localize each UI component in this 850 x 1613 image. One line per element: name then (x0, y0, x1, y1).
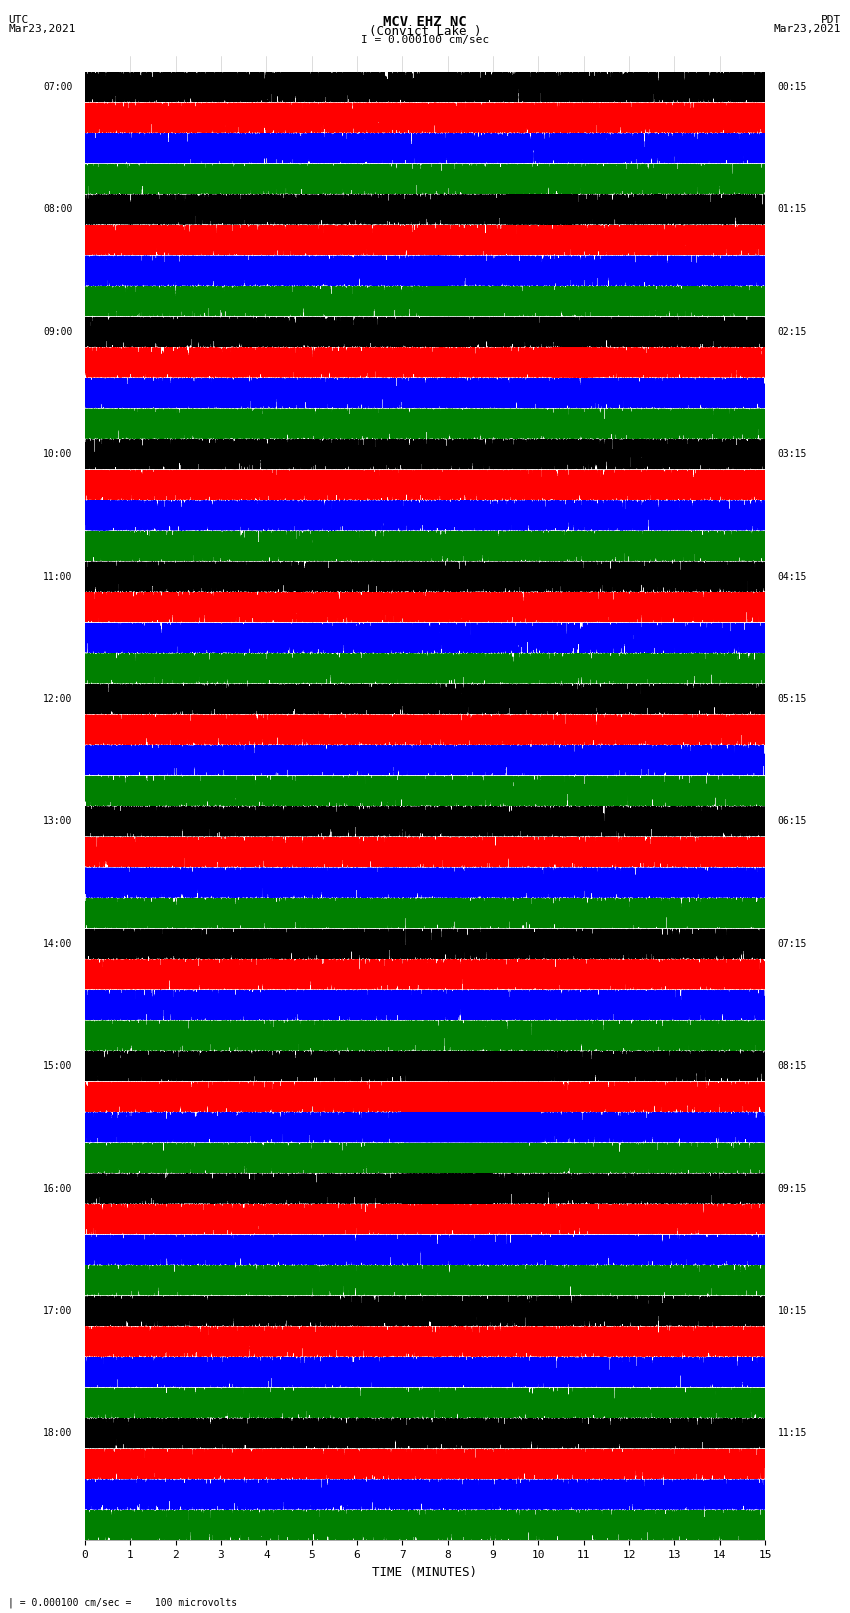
Text: UTC: UTC (8, 16, 29, 26)
Text: 08:15: 08:15 (778, 1061, 807, 1071)
Text: 10:00: 10:00 (43, 448, 72, 460)
Text: 07:00: 07:00 (43, 82, 72, 92)
Text: PDT: PDT (821, 16, 842, 26)
X-axis label: TIME (MINUTES): TIME (MINUTES) (372, 1566, 478, 1579)
Text: 03:15: 03:15 (778, 448, 807, 460)
Text: | = 0.000100 cm/sec =    100 microvolts: | = 0.000100 cm/sec = 100 microvolts (8, 1597, 238, 1608)
Text: 04:15: 04:15 (778, 571, 807, 582)
Text: (Convict Lake ): (Convict Lake ) (369, 24, 481, 39)
Text: Mar23,2021: Mar23,2021 (8, 24, 76, 34)
Text: 16:00: 16:00 (43, 1184, 72, 1194)
Text: MCV EHZ NC: MCV EHZ NC (383, 16, 467, 29)
Text: 15:00: 15:00 (43, 1061, 72, 1071)
Text: 07:15: 07:15 (778, 939, 807, 948)
Text: Mar23,2021: Mar23,2021 (774, 24, 842, 34)
Text: 14:00: 14:00 (43, 939, 72, 948)
Text: 12:00: 12:00 (43, 694, 72, 703)
Text: 06:15: 06:15 (778, 816, 807, 826)
Text: 02:15: 02:15 (778, 327, 807, 337)
Text: 13:00: 13:00 (43, 816, 72, 826)
Text: 09:00: 09:00 (43, 327, 72, 337)
Text: 05:15: 05:15 (778, 694, 807, 703)
Text: 09:15: 09:15 (778, 1184, 807, 1194)
Text: 10:15: 10:15 (778, 1307, 807, 1316)
Text: I = 0.000100 cm/sec: I = 0.000100 cm/sec (361, 35, 489, 45)
Text: 01:15: 01:15 (778, 205, 807, 215)
Text: 17:00: 17:00 (43, 1307, 72, 1316)
Text: 18:00: 18:00 (43, 1429, 72, 1439)
Text: 00:15: 00:15 (778, 82, 807, 92)
Text: 11:00: 11:00 (43, 571, 72, 582)
Text: 11:15: 11:15 (778, 1429, 807, 1439)
Text: 08:00: 08:00 (43, 205, 72, 215)
